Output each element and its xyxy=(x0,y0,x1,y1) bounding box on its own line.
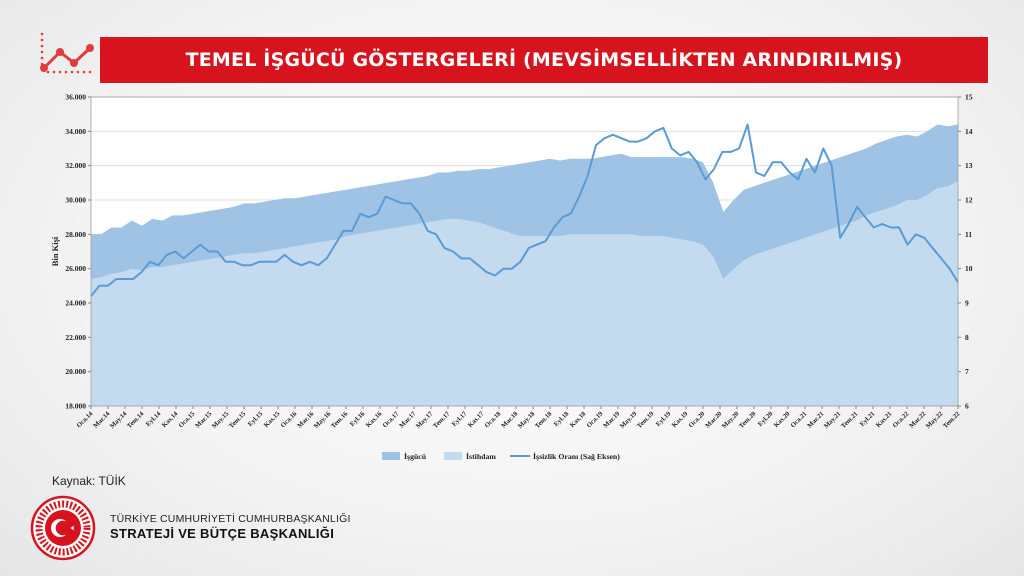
x-tick-label: Tem.19 xyxy=(636,410,656,430)
legend-label-istihdam: İstihdam xyxy=(466,451,496,461)
x-tick-label: Mar.19 xyxy=(602,410,622,430)
x-tick-label: Tem.15 xyxy=(228,410,248,430)
x-tick-label: May.16 xyxy=(313,410,333,430)
y2-tick-label: 13 xyxy=(965,161,973,170)
y-tick-label: 22.000 xyxy=(65,333,86,342)
y-tick-label: 32.000 xyxy=(65,161,86,170)
x-tick-label: Eyl.17 xyxy=(451,410,469,428)
x-tick-label: Eyl.16 xyxy=(349,410,367,428)
y2-tick-label: 12 xyxy=(965,196,973,205)
x-tick-label: May.14 xyxy=(109,410,129,430)
x-tick-label: Eyl.14 xyxy=(145,410,163,428)
org-name-line2: STRATEJİ VE BÜTÇE BAŞKANLIĞI xyxy=(110,526,335,541)
y2-tick-label: 11 xyxy=(965,230,972,239)
x-tick-label: Tem.17 xyxy=(432,410,452,430)
x-tick-label: Mar.14 xyxy=(92,410,112,430)
x-tick-label: Mar.21 xyxy=(806,410,825,429)
plot-border xyxy=(90,96,959,407)
x-tick-label: Oca.16 xyxy=(280,410,299,429)
y2-tick-label: 8 xyxy=(965,333,969,342)
series-area-istihdam xyxy=(91,181,958,406)
org-name-line1: TÜRKİYE CUMHURİYETİ CUMHURBAŞKANLIĞI xyxy=(110,513,351,525)
source-note: Kaynak: TÜİK xyxy=(52,474,126,488)
x-tick-label: Mar.20 xyxy=(704,410,724,430)
y2-tick-label: 15 xyxy=(965,93,973,102)
x-tick-label: Oca.20 xyxy=(688,410,707,429)
x-tick-label: Tem.16 xyxy=(330,410,350,430)
x-tick-label: Eyl.15 xyxy=(247,410,265,428)
x-tick-label: May.22 xyxy=(925,410,945,430)
chart: 18.000 20.000 22.000 24.000 26.000 28.000 30.0… xyxy=(50,93,973,462)
legend-label-isgucu: İşgücü xyxy=(404,451,427,461)
x-tick-label: Kas.19 xyxy=(671,410,690,429)
y-tick-label: 24.000 xyxy=(65,299,86,308)
x-tick-label: May.17 xyxy=(415,410,435,430)
institution-emblem-icon xyxy=(30,495,96,561)
legend-swatch-istihdam xyxy=(444,452,462,460)
x-tick-label: Oca.22 xyxy=(892,410,911,429)
y2-tick-label: 10 xyxy=(965,264,973,273)
x-tick-label: Kas.14 xyxy=(161,410,180,429)
y2-tick-label: 7 xyxy=(965,367,969,376)
x-tick-label: Eyl.20 xyxy=(757,410,775,428)
x-tick-label: Mar.17 xyxy=(398,410,418,430)
legend-swatch-isgucu xyxy=(382,452,400,460)
x-tick-label: Mar.22 xyxy=(908,410,928,430)
x-tick-label: Kas.18 xyxy=(569,410,588,429)
x-tick-label: Kas.15 xyxy=(263,410,282,429)
x-tick-label: Kas.21 xyxy=(875,410,894,429)
page-title: TEMEL İŞGÜCÜ GÖSTERGELERİ (MEVSİMSELLİKT… xyxy=(185,49,903,71)
x-tick-label: Tem.20 xyxy=(738,410,758,430)
x-tick-label: May.18 xyxy=(517,410,537,430)
chart-trend-icon xyxy=(40,32,94,74)
x-tick-label: Oca.15 xyxy=(178,410,197,429)
x-tick-label: Oca.19 xyxy=(586,410,605,429)
x-tick-label: Kas.17 xyxy=(467,410,486,429)
series-line-issizlik-orani xyxy=(90,123,959,297)
y-tick-label: 30.000 xyxy=(65,196,86,205)
x-tick-label: May.21 xyxy=(823,410,843,430)
x-tick-label: Tem.14 xyxy=(126,410,146,430)
x-tick-label: Kas.16 xyxy=(365,410,384,429)
x-tick-label: Tem.21 xyxy=(840,410,859,429)
x-tick-label: Mar.16 xyxy=(296,410,316,430)
x-tick-label: Oca.21 xyxy=(790,410,809,429)
y-tick-label: 34.000 xyxy=(65,127,86,136)
y-tick-label: 26.000 xyxy=(65,264,86,273)
x-tick-label: Tem.22 xyxy=(942,410,962,430)
y-tick-label: 36.000 xyxy=(65,93,86,102)
y2-tick-label: 9 xyxy=(965,299,969,308)
x-tick-label: Oca.14 xyxy=(76,410,95,429)
x-tick-label: Mar.15 xyxy=(194,410,214,430)
x-tick-label: Mar.18 xyxy=(500,410,520,430)
y-tick-label: 18.000 xyxy=(65,402,86,411)
title-bar: TEMEL İŞGÜCÜ GÖSTERGELERİ (MEVSİMSELLİKT… xyxy=(100,37,988,83)
y2-tick-label: 14 xyxy=(965,127,973,136)
x-tick-label: Oca.18 xyxy=(484,410,503,429)
x-tick-label: Eyl.19 xyxy=(655,410,673,428)
y-axis-label: Bin Kişi xyxy=(50,236,60,266)
x-tick-label: Eyl.21 xyxy=(859,410,877,428)
y-tick-label: 28.000 xyxy=(65,230,86,239)
x-tick-label: Kas.20 xyxy=(773,410,792,429)
x-tick-label: May.20 xyxy=(721,410,741,430)
x-tick-label: Eyl.18 xyxy=(553,410,571,428)
x-tick-label: Tem.18 xyxy=(534,410,554,430)
legend-label-issizlik: İşsizlik Oranı (Sağ Eksen) xyxy=(533,451,620,461)
x-tick-label: Oca.17 xyxy=(382,410,401,429)
x-tick-label: May.15 xyxy=(211,410,231,430)
y-tick-label: 20.000 xyxy=(65,367,86,376)
y2-tick-label: 6 xyxy=(965,402,969,411)
x-tick-label: May.19 xyxy=(619,410,639,430)
